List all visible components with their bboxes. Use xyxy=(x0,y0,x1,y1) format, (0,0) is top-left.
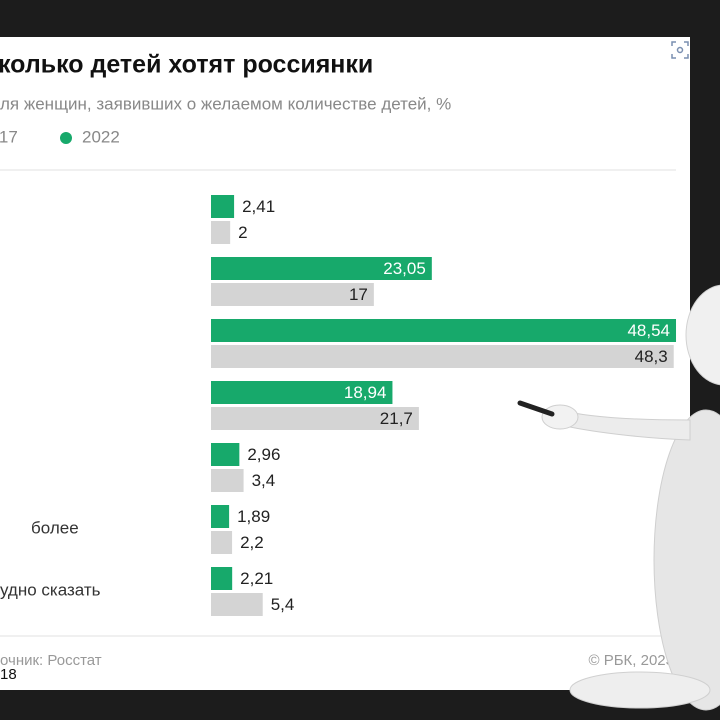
bar xyxy=(211,345,674,368)
value-label: 2,2 xyxy=(240,533,264,552)
footnote: 18 xyxy=(0,666,17,683)
bar xyxy=(211,319,677,342)
legend-swatch xyxy=(60,132,72,144)
scan-icon xyxy=(671,41,689,59)
category-label: более xyxy=(31,518,79,537)
value-label: 48,3 xyxy=(635,347,668,366)
bar xyxy=(211,567,233,590)
value-label: 48,54 xyxy=(627,321,670,340)
value-label: 17 xyxy=(349,285,368,304)
value-label: 18,94 xyxy=(344,383,387,402)
credit: © РБК, 2023 xyxy=(588,652,674,669)
bar xyxy=(211,195,235,218)
bar xyxy=(211,505,230,528)
bar xyxy=(211,407,419,430)
bar xyxy=(211,593,263,616)
legend-label: 2022 xyxy=(82,127,120,146)
chart-subtitle: ля женщин, заявивших о желаемом количест… xyxy=(0,94,451,113)
value-label: 21,7 xyxy=(380,409,413,428)
value-label: 2,41 xyxy=(242,197,275,216)
bar xyxy=(211,283,374,306)
legend-label: 2017 xyxy=(0,127,18,146)
presenter-figure xyxy=(517,284,720,711)
value-label: 2,96 xyxy=(247,445,280,464)
category-label: удно сказать xyxy=(0,580,101,599)
bar xyxy=(211,257,432,280)
bar xyxy=(211,469,244,492)
chart-title: колько детей хотят россиянки xyxy=(0,51,373,79)
bar xyxy=(211,443,240,466)
bar xyxy=(211,221,231,244)
value-label: 5,4 xyxy=(271,595,295,614)
bar xyxy=(211,381,393,404)
source: очник: Росстат xyxy=(0,652,102,669)
bar xyxy=(211,531,233,554)
value-label: 1,89 xyxy=(237,507,270,526)
value-label: 2,21 xyxy=(240,569,273,588)
value-label: 2 xyxy=(238,223,247,242)
value-label: 23,05 xyxy=(383,259,426,278)
value-label: 3,4 xyxy=(252,471,276,490)
